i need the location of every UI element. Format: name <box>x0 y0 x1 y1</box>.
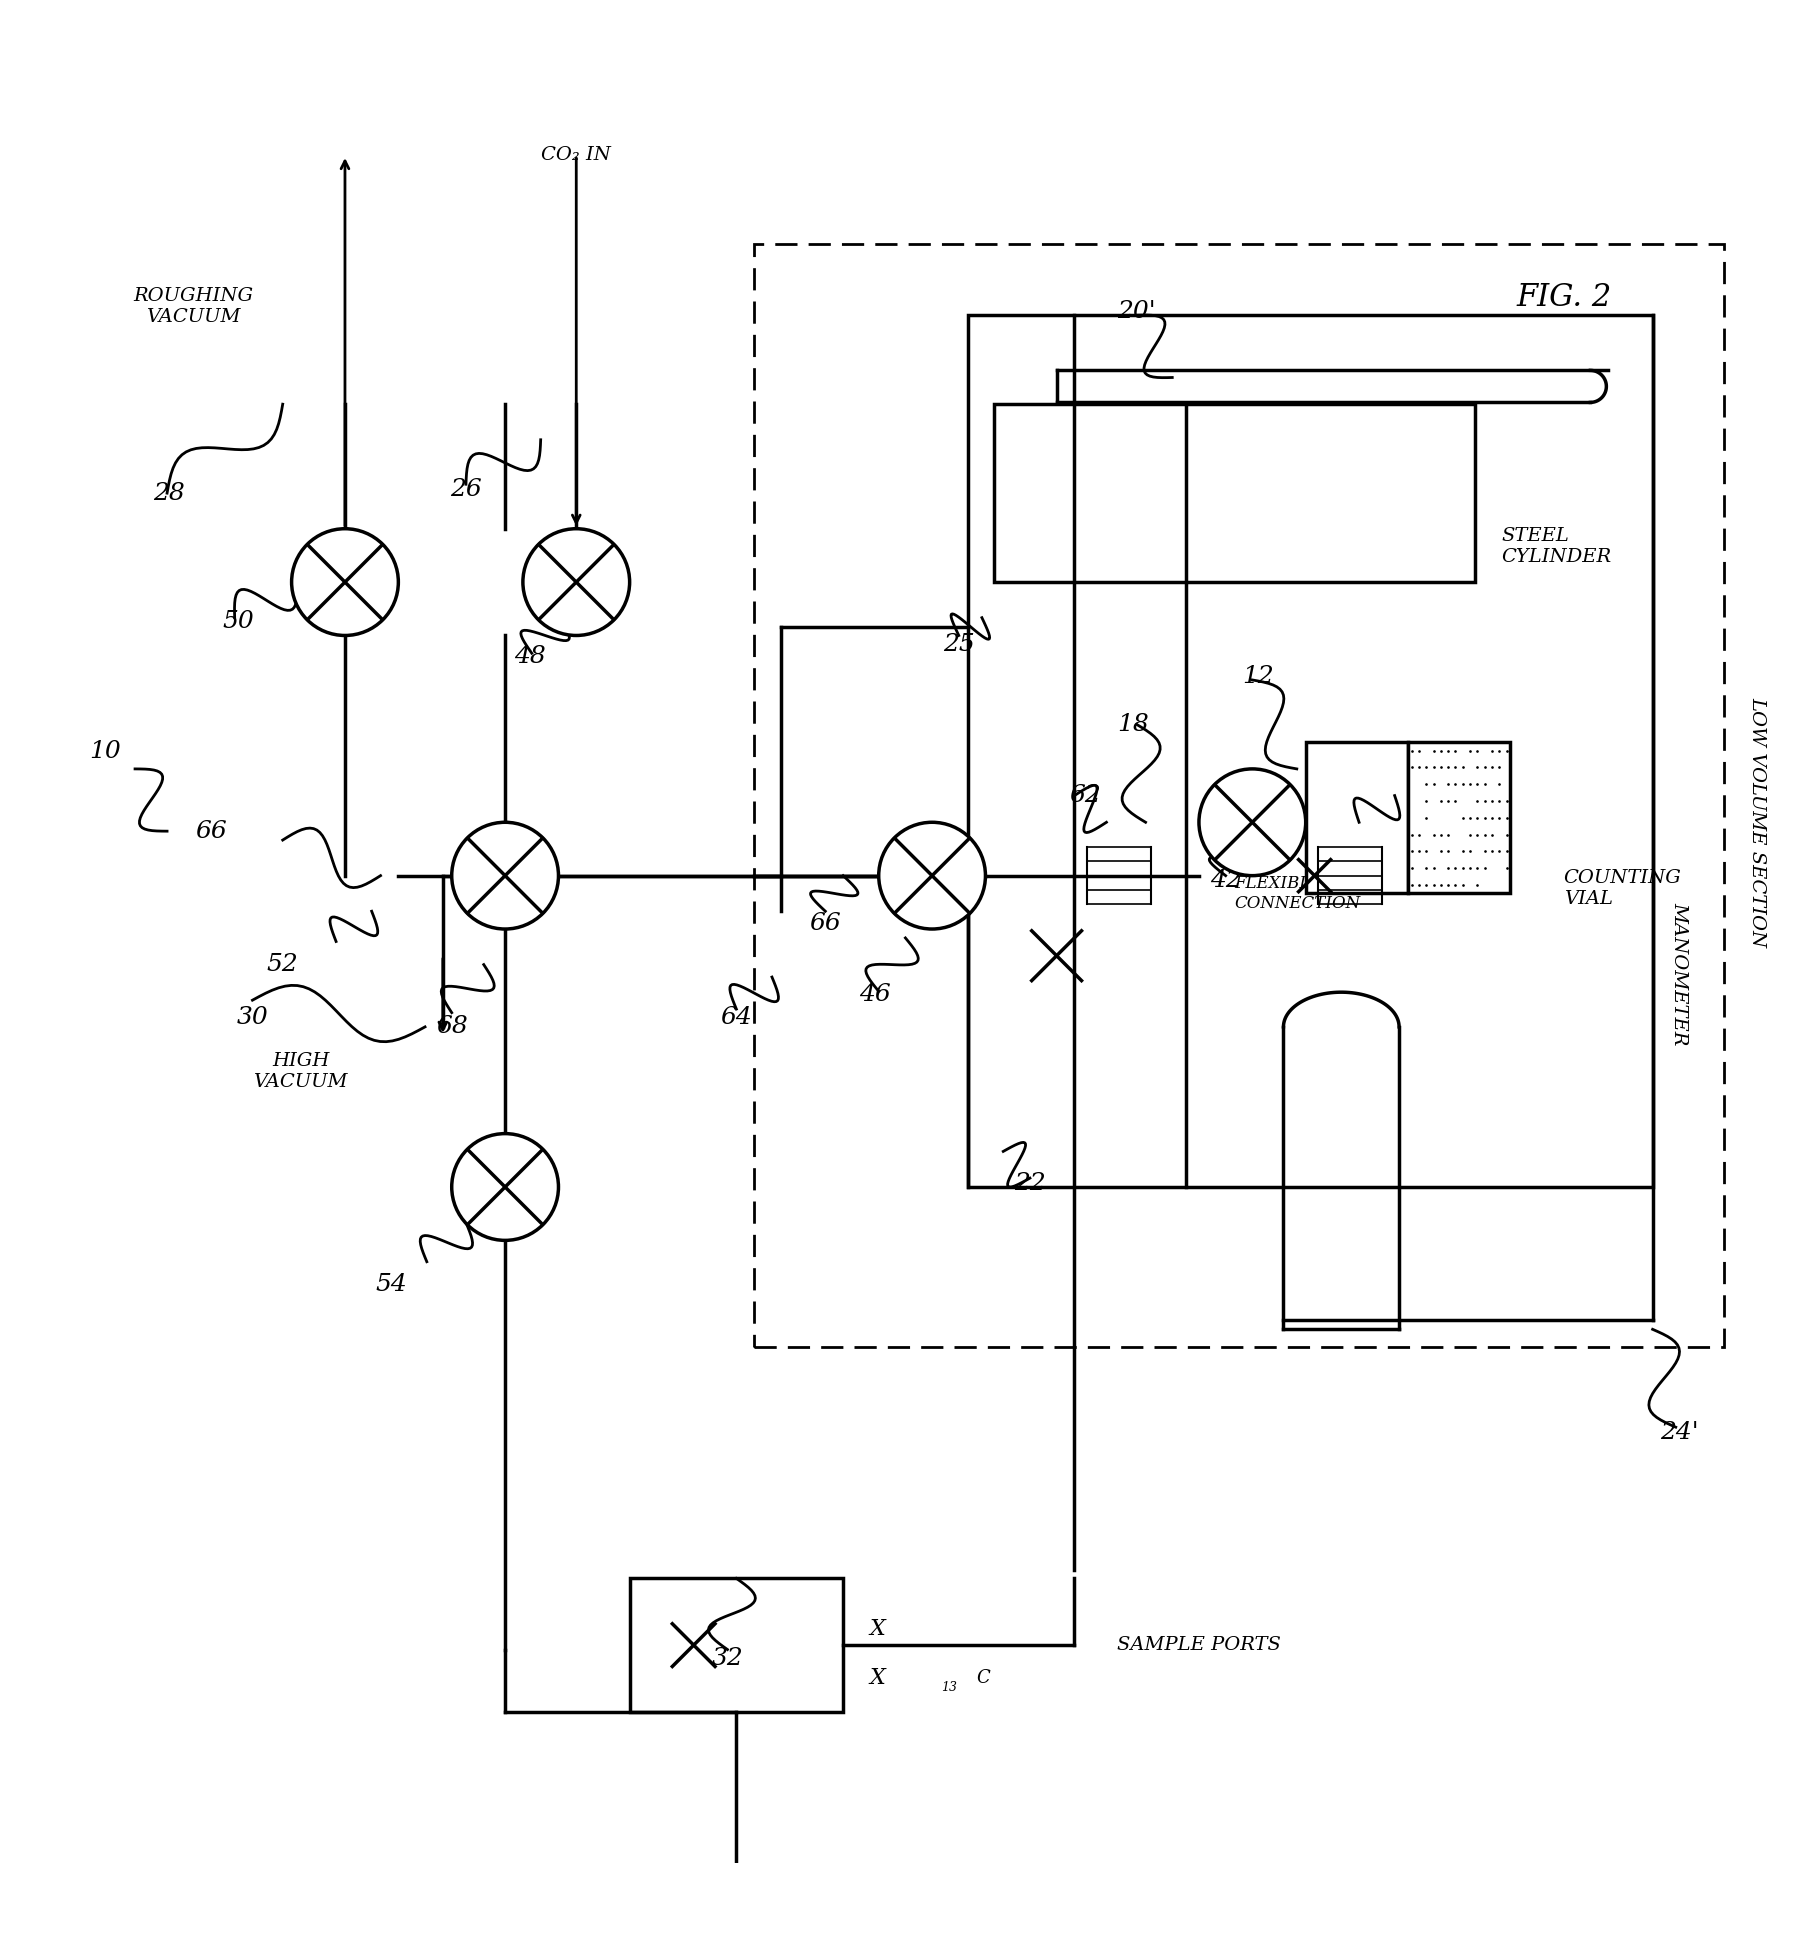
Text: 24': 24' <box>1660 1421 1698 1445</box>
Text: 25: 25 <box>943 633 975 656</box>
Text: 30: 30 <box>237 1007 269 1030</box>
Bar <box>629 1579 843 1711</box>
Text: SAMPLE PORTS: SAMPLE PORTS <box>1117 1635 1280 1655</box>
Text: 13: 13 <box>941 1682 957 1694</box>
Text: 12: 12 <box>1243 664 1273 687</box>
Text: CO₂ IN: CO₂ IN <box>541 146 611 164</box>
Text: LOW VOLUME SECTION: LOW VOLUME SECTION <box>1748 697 1766 948</box>
Circle shape <box>524 530 629 635</box>
Bar <box>995 405 1474 582</box>
Circle shape <box>292 530 398 635</box>
Text: 18: 18 <box>1117 713 1149 736</box>
Text: FIG. 2: FIG. 2 <box>1517 282 1612 313</box>
Circle shape <box>1200 769 1305 876</box>
Text: 46: 46 <box>859 983 891 1007</box>
Text: 66: 66 <box>809 913 841 935</box>
Text: 54: 54 <box>375 1273 407 1297</box>
Text: 52: 52 <box>267 954 299 975</box>
Text: X: X <box>870 1667 893 1690</box>
Text: 66: 66 <box>195 820 228 843</box>
Text: 64: 64 <box>721 1007 753 1030</box>
Circle shape <box>452 1133 558 1240</box>
Text: 28: 28 <box>152 481 185 504</box>
Bar <box>755 243 1723 1347</box>
Text: MANOMETER: MANOMETER <box>1671 901 1689 1046</box>
Text: 62: 62 <box>1069 785 1101 808</box>
Text: 22: 22 <box>1015 1172 1045 1195</box>
Text: 50: 50 <box>222 609 255 633</box>
Bar <box>1408 742 1510 894</box>
Text: 26: 26 <box>450 479 482 500</box>
Text: 10: 10 <box>90 740 120 763</box>
Text: 68: 68 <box>436 1016 468 1038</box>
Text: ROUGHING
VACUUM: ROUGHING VACUUM <box>134 286 255 325</box>
Circle shape <box>452 822 558 929</box>
Text: X: X <box>870 1618 886 1639</box>
Circle shape <box>879 822 986 929</box>
Text: STEEL
CYLINDER: STEEL CYLINDER <box>1501 528 1612 567</box>
Bar <box>1305 742 1408 894</box>
Text: 42: 42 <box>1210 870 1241 892</box>
Text: 20': 20' <box>1117 300 1156 323</box>
Text: 62: 62 <box>1386 785 1418 808</box>
Text: HIGH
VACUUM: HIGH VACUUM <box>253 1051 348 1090</box>
Text: C: C <box>977 1669 990 1688</box>
Text: FLEXIBLE
CONNECTION: FLEXIBLE CONNECTION <box>1235 874 1361 911</box>
Text: COUNTING
VIAL: COUNTING VIAL <box>1563 868 1682 907</box>
Text: 48: 48 <box>515 644 545 668</box>
Text: 32: 32 <box>712 1647 744 1671</box>
Bar <box>968 315 1653 1188</box>
